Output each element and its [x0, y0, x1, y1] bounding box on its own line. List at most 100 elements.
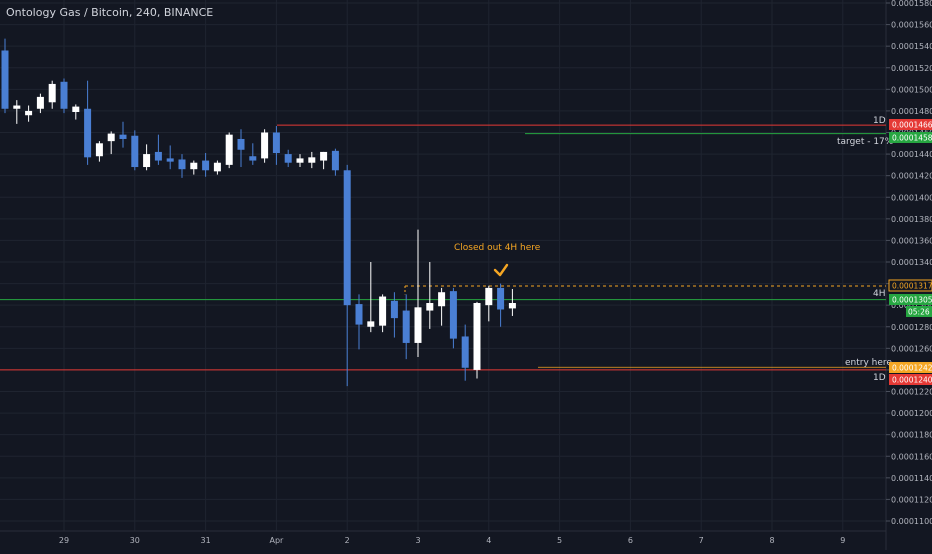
candle-body: [473, 303, 481, 370]
candle-body: [119, 134, 127, 139]
annotations: Closed out 4H here target - 17% entry he…: [454, 116, 894, 383]
x-tick-label: 3: [415, 536, 420, 545]
candle-body: [1, 50, 9, 109]
candle-body: [449, 291, 457, 339]
candle-body: [308, 157, 316, 163]
annotation-closed-out: Closed out 4H here: [454, 243, 541, 253]
candle-body: [143, 154, 151, 168]
candle-body: [13, 105, 21, 109]
candle-body: [84, 108, 92, 158]
candle-body: [237, 138, 245, 150]
candle-body: [284, 154, 292, 163]
price-tag-orange-bottom-bg: [889, 362, 932, 373]
candle-body: [402, 310, 410, 343]
price-tag-red-top-bg: [889, 119, 932, 130]
candle-body: [331, 150, 339, 171]
x-tick-label: 7: [699, 536, 704, 545]
timeframe-1d-bottom: 1D: [873, 373, 886, 383]
x-tick-label: 31: [201, 536, 211, 545]
x-tick-label: 6: [628, 536, 633, 545]
candle-body: [272, 132, 280, 154]
candle-body: [190, 162, 198, 170]
x-tick-label: 9: [840, 536, 845, 545]
y-tick-label: 0.00011000: [891, 517, 932, 526]
timeframe-1d-top: 1D: [873, 116, 886, 126]
candle-body: [95, 143, 103, 157]
candle-body: [355, 304, 363, 325]
x-axis: 29 30 31 Apr 2 3 4 5 6 7 8 9: [0, 530, 886, 545]
countdown-tag-bg: [906, 306, 932, 317]
candles: [1, 38, 516, 387]
candle-body: [390, 300, 398, 319]
chart-title: Ontology Gas / Bitcoin, 240, BINANCE: [6, 6, 214, 19]
candle-body: [261, 132, 269, 159]
x-tick-label: 4: [486, 536, 491, 545]
x-tick-label: 8: [769, 536, 774, 545]
checkmark-icon: [493, 263, 509, 277]
candle-body: [36, 96, 44, 109]
price-tag-green-top-bg: [889, 132, 932, 143]
price-tag-current-bg: [889, 294, 932, 305]
candle-body: [25, 110, 33, 116]
x-tick-label: Apr: [269, 536, 284, 545]
candle-body: [320, 151, 328, 161]
annotation-entry: entry here: [845, 358, 892, 368]
price-tag-red-bottom: 0.00012400: [892, 376, 932, 385]
candle-body: [213, 162, 221, 172]
candle-body: [178, 159, 186, 170]
x-tick-label: 5: [557, 536, 562, 545]
candle-body: [461, 336, 469, 368]
candle-body: [497, 287, 505, 310]
x-tick-label: 2: [345, 536, 350, 545]
candle-body: [367, 321, 375, 327]
price-tag-orange: 0.00013178: [892, 282, 932, 291]
timeframe-4h: 4H: [873, 289, 886, 299]
candle-body: [166, 158, 174, 162]
candle-body: [72, 106, 80, 112]
candle-body: [249, 156, 257, 161]
price-tag-green-top: 0.00014589: [892, 134, 932, 143]
candle-body: [131, 135, 139, 168]
candle-body: [296, 158, 304, 163]
annotation-target: target - 17%: [837, 137, 894, 147]
price-tag-red-bottom-bg: [889, 374, 932, 385]
x-tick-label: 29: [59, 536, 69, 545]
candle-body: [48, 83, 56, 103]
price-tag-orange-bottom: 0.00012425: [892, 364, 932, 373]
candle-body: [202, 160, 210, 171]
candle-body: [485, 287, 493, 306]
candle-body: [508, 303, 516, 309]
candle-body: [60, 81, 68, 109]
candle-body: [414, 307, 422, 343]
candle-body: [107, 133, 115, 142]
candle-body: [225, 134, 233, 165]
price-tags: 0.00014668 0.00014589 0.00013178 0.00013…: [888, 119, 932, 385]
candle-body: [343, 170, 351, 306]
price-tag-red-top: 0.00014668: [892, 121, 932, 130]
price-tag-current: 0.00013051: [892, 296, 932, 305]
candle-body: [426, 303, 434, 311]
candle-body: [438, 292, 446, 307]
